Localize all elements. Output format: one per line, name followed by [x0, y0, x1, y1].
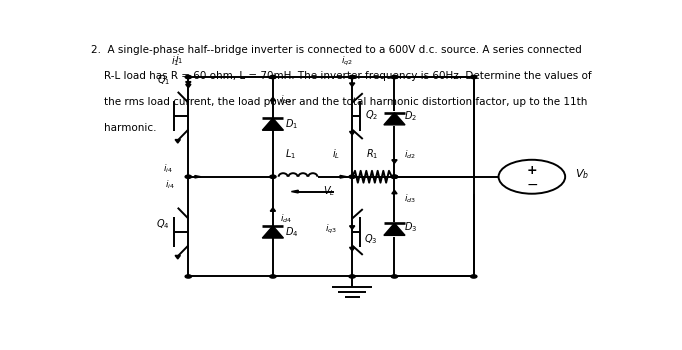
Circle shape — [349, 275, 355, 278]
Polygon shape — [384, 223, 405, 235]
Circle shape — [269, 175, 276, 178]
Text: $D_3$: $D_3$ — [404, 220, 417, 233]
Text: $i_{d3}$: $i_{d3}$ — [404, 192, 416, 204]
Text: $Q_4$: $Q_4$ — [156, 217, 170, 231]
Text: $i_{i4}$: $i_{i4}$ — [165, 178, 175, 191]
Text: R-L load has R = 60 ohm, L = 70mH. The inverter frequency is 60Hz. Determine the: R-L load has R = 60 ohm, L = 70mH. The i… — [91, 71, 591, 81]
Text: $i_{d2}$: $i_{d2}$ — [404, 149, 416, 161]
Text: $i_{q3}$: $i_{q3}$ — [325, 223, 338, 236]
Circle shape — [185, 175, 192, 178]
Circle shape — [349, 75, 355, 79]
Polygon shape — [175, 140, 180, 143]
Polygon shape — [270, 208, 276, 211]
Circle shape — [471, 75, 477, 79]
Text: $V_L$: $V_L$ — [323, 185, 335, 198]
Polygon shape — [175, 256, 180, 259]
Text: 2.  A single-phase half--bridge inverter is connected to a 600V d.c. source. A s: 2. A single-phase half--bridge inverter … — [91, 45, 581, 55]
Text: $L_1$: $L_1$ — [284, 147, 295, 161]
Text: $i_{d1}$: $i_{d1}$ — [280, 94, 292, 106]
Polygon shape — [186, 84, 191, 88]
Text: $-$: $-$ — [526, 177, 538, 191]
Polygon shape — [195, 176, 201, 178]
Text: $Q_2$: $Q_2$ — [366, 108, 379, 122]
Text: $i_{q2}$: $i_{q2}$ — [341, 55, 353, 68]
Circle shape — [269, 75, 276, 79]
Circle shape — [391, 175, 398, 178]
Circle shape — [471, 275, 477, 278]
Polygon shape — [350, 83, 355, 86]
Text: $Q_1$: $Q_1$ — [157, 73, 170, 87]
Polygon shape — [263, 226, 284, 238]
Polygon shape — [186, 82, 191, 85]
Circle shape — [391, 175, 398, 178]
Polygon shape — [263, 118, 284, 130]
Text: $i_1$: $i_1$ — [175, 52, 183, 66]
Text: $i_{d4}$: $i_{d4}$ — [280, 212, 292, 225]
Polygon shape — [350, 247, 355, 251]
Text: $D_2$: $D_2$ — [404, 109, 417, 123]
Text: $D_1$: $D_1$ — [284, 117, 297, 131]
Text: harmonic.: harmonic. — [91, 123, 156, 133]
Text: $Q_3$: $Q_3$ — [364, 232, 378, 246]
Circle shape — [185, 75, 192, 79]
Circle shape — [391, 275, 398, 278]
Circle shape — [185, 275, 192, 278]
Text: +: + — [527, 163, 537, 176]
Polygon shape — [391, 190, 397, 194]
Circle shape — [391, 75, 398, 79]
Polygon shape — [391, 160, 397, 163]
Polygon shape — [384, 113, 405, 125]
Polygon shape — [350, 226, 355, 229]
Circle shape — [269, 275, 276, 278]
Polygon shape — [270, 97, 276, 101]
Text: the rms load current, the load power and the total harmonic distortion factor, u: the rms load current, the load power and… — [91, 97, 587, 107]
Text: $D_4$: $D_4$ — [284, 225, 298, 239]
Text: $V_b$: $V_b$ — [575, 167, 589, 181]
Polygon shape — [340, 175, 347, 178]
Polygon shape — [291, 190, 298, 193]
Circle shape — [349, 175, 355, 178]
Text: $i_{i4}$: $i_{i4}$ — [162, 162, 173, 175]
Text: $i_1$: $i_1$ — [171, 54, 179, 68]
Text: $i_L$: $i_L$ — [332, 147, 340, 161]
Polygon shape — [350, 132, 355, 135]
Text: $R_1$: $R_1$ — [366, 147, 379, 161]
